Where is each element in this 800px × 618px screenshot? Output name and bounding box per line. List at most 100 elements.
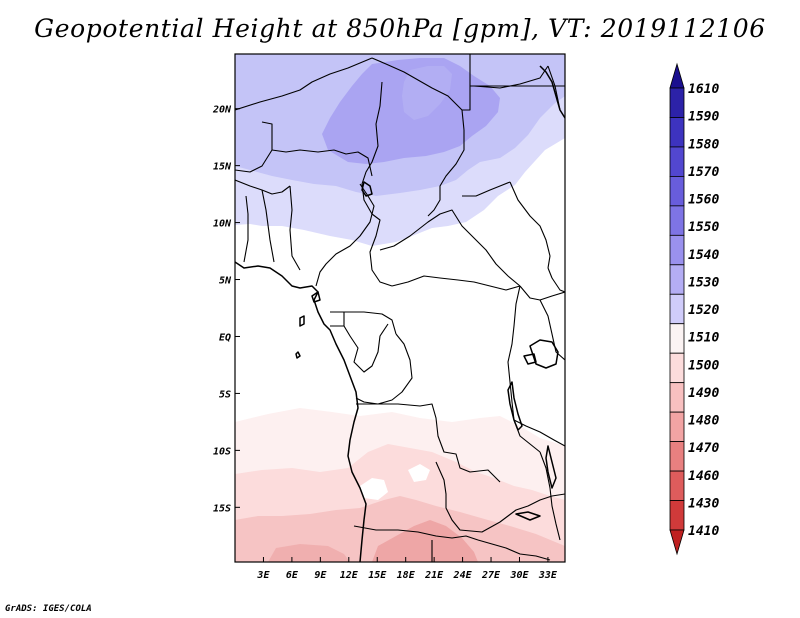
colorbar-label: 1410 [688, 524, 719, 539]
y-tick-label: 15N [213, 162, 232, 173]
colorbar-swatch [669, 323, 685, 354]
y-tick-label: 5N [219, 276, 232, 287]
colorbar-label: 1610 [688, 82, 719, 97]
field-white-patch-2 [408, 464, 430, 482]
colorbar-label: 1480 [688, 414, 719, 429]
x-tick-label: 30E [509, 570, 529, 581]
y-axis-ticks: 20N 15N 10N 5N EQ 5S 10S 15S [212, 105, 240, 514]
colorbar-swatch [669, 411, 685, 442]
colorbar-label: 1470 [688, 441, 719, 456]
colorbar-swatch [669, 264, 685, 295]
border-drc-east [507, 285, 541, 453]
field-1530-west [235, 54, 312, 112]
colorbar-swatch [669, 352, 685, 384]
border-nigeria-cameroon [315, 183, 375, 287]
y-tick-label: 5S [219, 389, 231, 400]
border-sudan-south [462, 181, 511, 197]
colorbar-swatch [669, 529, 685, 556]
colorbar-label: 1490 [688, 386, 719, 401]
island-sao-tome [299, 315, 305, 327]
x-axis-ticks: 3E 6E 9E 12E 15E 18E 21E 24E 27E 30E 33E [256, 557, 558, 581]
x-tick-label: 18E [397, 570, 416, 581]
y-tick-label: 10N [213, 219, 232, 230]
colorbar-label: 1520 [688, 303, 719, 318]
field-1540-core [402, 66, 452, 120]
colorbar-swatch [669, 205, 685, 236]
border-ghana [243, 195, 249, 263]
border-cameroon-congo [344, 311, 397, 335]
colorbar-swatch [669, 234, 685, 266]
coastline-red-sea [539, 65, 565, 119]
border-car-north [379, 209, 521, 287]
colorbar-swatch [669, 87, 685, 118]
colorbar-swatch [669, 62, 685, 89]
border-burkina [235, 179, 291, 195]
border-nigeria-benin [289, 185, 301, 271]
colorbar-swatch [669, 293, 685, 325]
lake-malawi [545, 445, 557, 489]
colorbar-label: 1550 [688, 220, 719, 235]
colorbar-label: 1580 [688, 137, 719, 152]
border-ethiopia-kenya [547, 267, 565, 293]
map-frame [234, 53, 566, 563]
height-field [235, 54, 565, 562]
x-tick-label: 15E [368, 570, 387, 581]
colorbar-label: 1570 [688, 165, 719, 180]
colorbar-label: 1430 [688, 496, 719, 511]
colorbar-label: 1590 [688, 110, 719, 125]
x-tick-label: 24E [453, 570, 473, 581]
lake-tanganyika [507, 381, 523, 431]
field-1540 [322, 58, 500, 164]
field-1480-b [268, 544, 350, 562]
border-malawi [539, 451, 561, 541]
border-algeria-niger [235, 57, 373, 111]
field-1480 [372, 520, 478, 562]
colorbar-label: 1510 [688, 331, 719, 346]
border-benin-togo [261, 189, 275, 263]
lake-victoria [529, 339, 559, 369]
island-bioko [311, 291, 321, 303]
colorbar-swatch [669, 146, 685, 177]
y-tick-label: EQ [219, 332, 231, 343]
border-gabon-congo [343, 323, 389, 373]
border-equatorial-guinea-gabon [330, 311, 345, 327]
country-borders [235, 54, 565, 562]
coastline-west-africa [235, 261, 367, 562]
x-tick-label: 9E [314, 570, 327, 581]
x-tick-label: 27E [481, 570, 501, 581]
border-cameroon-chad [361, 183, 393, 287]
colorbar-label: 1560 [688, 193, 719, 208]
y-tick-label: 15S [213, 503, 231, 514]
border-sudan-ethiopia [509, 181, 551, 269]
lake-kyoga [523, 353, 537, 365]
colorbar-swatch [669, 500, 685, 531]
colorbar-label: 1460 [688, 469, 719, 484]
border-zambia-zimbabwe [477, 539, 551, 561]
x-tick-label: 33E [538, 570, 558, 581]
border-chad-sudan [427, 109, 465, 217]
border-uganda-kenya [539, 299, 565, 361]
border-mali-niger [235, 121, 273, 173]
island-annobon [295, 351, 301, 359]
border-angola-namibia [353, 525, 479, 541]
colorbar-label: 1500 [688, 358, 719, 373]
colorbar-swatch [669, 441, 685, 472]
y-tick-label: 10S [213, 446, 231, 457]
border-car-south [391, 275, 521, 291]
y-tick-label: 20N [212, 105, 232, 116]
field-white-patch-1 [360, 478, 388, 500]
colorbar-swatch [669, 382, 685, 413]
colorbar-label: 1540 [688, 248, 719, 263]
colorbar-swatch [669, 470, 685, 501]
border-drc-angola [356, 403, 501, 483]
border-niger-nigeria [271, 149, 373, 177]
page-title: Geopotential Height at 850hPa [gpm], VT:… [34, 14, 766, 43]
border-angola-zambia [435, 461, 565, 533]
lake-chad [361, 181, 373, 197]
border-niger-libya [371, 57, 463, 111]
lake-kariba [515, 511, 541, 521]
x-tick-label: 3E [256, 570, 270, 581]
colorbar: 1610 1590 1580 1570 1560 1550 1540 1530 1520 1510… [669, 62, 719, 556]
border-niger-chad [361, 81, 383, 185]
